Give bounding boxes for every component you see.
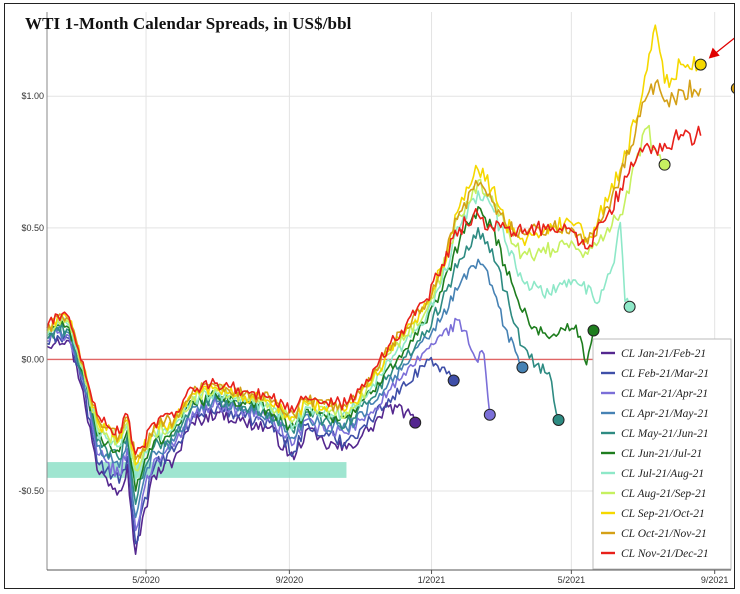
- chart-title: WTI 1-Month Calendar Spreads, in US$/bbl: [25, 14, 352, 33]
- legend-label-cl-may-21-jun-21: CL May-21/Jun-21: [621, 428, 709, 440]
- series-lines-layer: [46, 24, 702, 555]
- end-marker-cl-aug-21-sep-21: [658, 158, 671, 171]
- end-marker-cl-jan-21-feb-21: [409, 416, 422, 429]
- end-marker-cl-feb-21-mar-21: [447, 374, 460, 387]
- highlight-band: [47, 462, 347, 478]
- legend-label-cl-jul-21-aug-21: CL Jul-21/Aug-21: [621, 468, 704, 480]
- chart-frame: WTI 1-Month Calendar Spreads, in US$/bbl…: [4, 3, 740, 589]
- end-marker-cl-mar-21-apr-21: [483, 408, 496, 421]
- annotation-arrow-shaft: [713, 34, 740, 56]
- y-tick-label: -$0.50: [18, 486, 44, 496]
- series-line-cl-jan-21-feb-21: [46, 337, 416, 555]
- legend-label-cl-nov-21-dec-21: CL Nov-21/Dec-21: [621, 548, 709, 560]
- series-line-cl-aug-21-sep-21: [46, 124, 666, 472]
- legend-label-cl-mar-21-apr-21: CL Mar-21/Apr-21: [621, 388, 708, 400]
- axes-layer: $1.00 $0.50 $0.00 -$0.50 5/2020 9/2020 1/2021 5…: [18, 12, 731, 585]
- x-tick-label: 9/2020: [276, 575, 304, 585]
- legend-label-cl-jan-21-feb-21: CL Jan-21/Feb-21: [621, 348, 706, 360]
- end-marker-cl-sep-21-oct-21: [694, 58, 707, 71]
- legend-label-cl-feb-21-mar-21: CL Feb-21/Mar-21: [621, 368, 709, 380]
- end-marker-cl-oct-21-nov-21: [730, 82, 740, 95]
- annotation-layer: [708, 34, 740, 59]
- series-line-cl-jun-21-jul-21: [46, 206, 595, 492]
- x-tick-label: 5/2020: [132, 575, 160, 585]
- highlight-band-layer: [47, 462, 347, 478]
- legend-box: [592, 338, 732, 570]
- legend-label-cl-sep-21-oct-21: CL Sep-21/Oct-21: [621, 508, 705, 520]
- y-tick-label: $1.00: [21, 91, 44, 101]
- series-line-cl-apr-21-may-21: [46, 258, 523, 519]
- series-line-cl-jul-21-aug-21: [46, 190, 631, 482]
- legend-label-cl-apr-21-may-21: CL Apr-21/May-21: [621, 408, 709, 420]
- x-tick-label: 9/2021: [701, 575, 729, 585]
- legend-label-cl-aug-21-sep-21: CL Aug-21/Sep-21: [621, 488, 707, 500]
- end-marker-cl-jun-21-jul-21: [587, 324, 600, 337]
- x-tick-label: 1/2021: [418, 575, 446, 585]
- chart-plot: $1.00 $0.50 $0.00 -$0.50 5/2020 9/2020 1/2021 5…: [18, 12, 740, 585]
- x-tick-label: 5/2021: [558, 575, 586, 585]
- y-tick-label: $0.00: [21, 354, 44, 364]
- annotation-arrow-head: [708, 47, 720, 59]
- end-marker-cl-may-21-jun-21: [552, 413, 565, 426]
- series-line-cl-nov-21-dec-21: [46, 125, 702, 455]
- y-tick-label: $0.50: [21, 223, 44, 233]
- series-line-cl-mar-21-apr-21: [47, 317, 491, 532]
- legend-label-cl-oct-21-nov-21: CL Oct-21/Nov-21: [621, 528, 707, 540]
- end-marker-cl-apr-21-may-21: [516, 361, 529, 374]
- end-marker-cl-jul-21-aug-21: [623, 300, 636, 313]
- legend: CL Jan-21/Feb-21 CL Feb-21/Mar-21 CL Mar-2…: [592, 338, 732, 570]
- legend-label-cl-jun-21-jul-21: CL Jun-21/Jul-21: [621, 448, 702, 460]
